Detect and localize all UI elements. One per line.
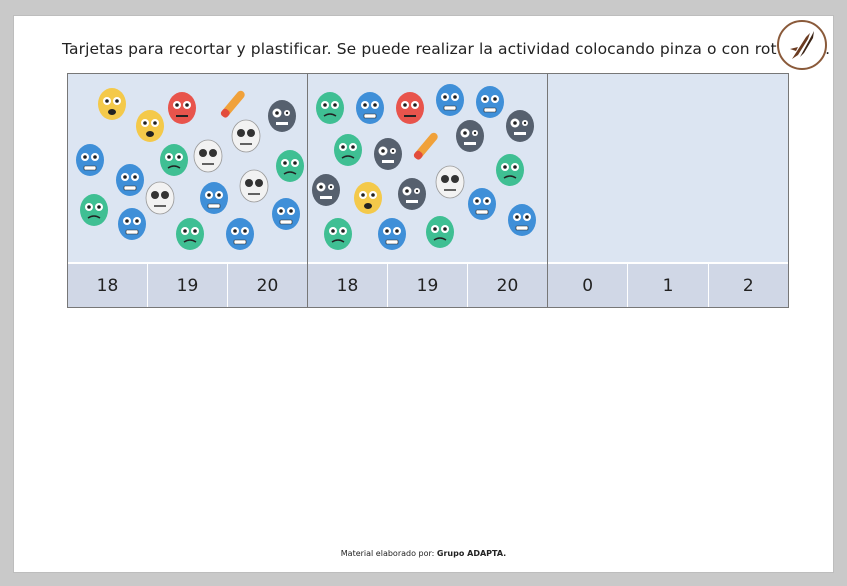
card-divider (548, 262, 788, 264)
zombie-group-picture (68, 74, 307, 262)
number-choice[interactable]: 2 (708, 264, 788, 307)
number-choice[interactable]: 0 (548, 264, 629, 307)
number-choice[interactable]: 19 (148, 264, 228, 307)
counting-card-2: 18 19 20 (308, 74, 548, 307)
number-choices: 18 19 20 (68, 264, 307, 307)
number-choice[interactable]: 18 (68, 264, 148, 307)
number-choice[interactable]: 19 (388, 264, 468, 307)
zombie-group-picture (308, 74, 547, 262)
pen-nib-logo-icon (776, 19, 828, 71)
card-divider (68, 262, 307, 264)
footer-prefix: Material elaborado por: (340, 549, 435, 558)
number-choice[interactable]: 20 (228, 264, 307, 307)
card-divider (308, 262, 547, 264)
empty-picture-area (548, 74, 788, 262)
number-choice[interactable]: 1 (628, 264, 709, 307)
counting-card-1: 18 19 20 (68, 74, 308, 307)
number-choices: 18 19 20 (308, 264, 547, 307)
worksheet-page: Tarjetas para recortar y plastificar. Se… (13, 15, 834, 573)
number-choice[interactable]: 18 (308, 264, 388, 307)
counting-card-3: 0 1 2 (548, 74, 788, 307)
number-choices: 0 1 2 (548, 264, 788, 307)
footer-credit: Material elaborado por: Grupo ADAPTA. (14, 549, 833, 558)
number-choice[interactable]: 20 (468, 264, 547, 307)
instructions-text: Tarjetas para recortar y plastificar. Se… (62, 40, 831, 58)
card-strip: 18 19 20 (67, 73, 789, 308)
footer-author: Grupo ADAPTA. (436, 549, 507, 558)
